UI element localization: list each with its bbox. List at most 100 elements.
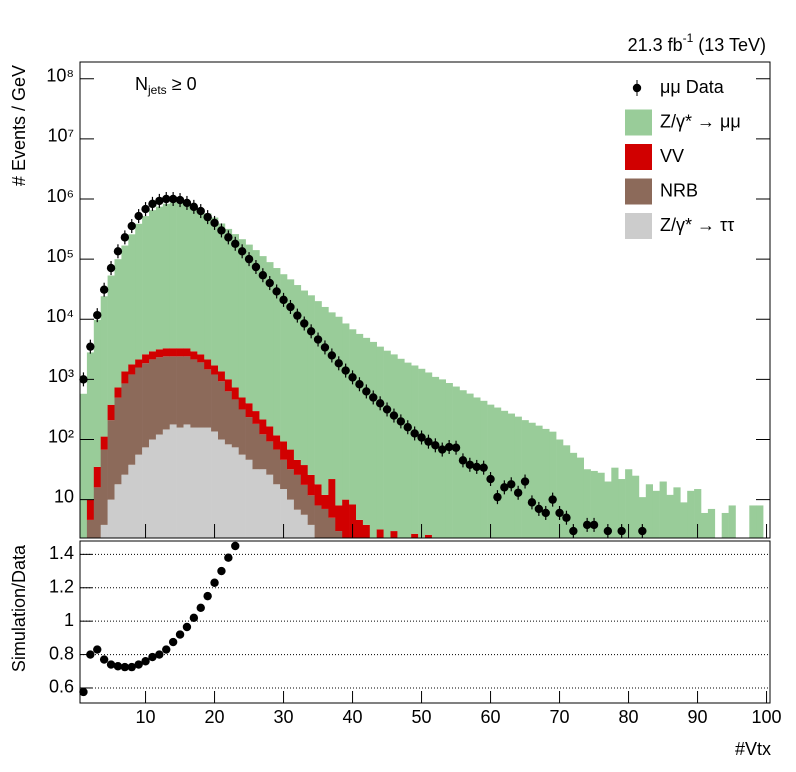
- data-point: [320, 343, 330, 352]
- bar: [211, 431, 219, 538]
- bar: [328, 517, 336, 538]
- data-point: [231, 239, 240, 248]
- bar: [252, 469, 260, 538]
- data-point: [168, 194, 178, 204]
- y-tick-label: 0.6: [49, 677, 74, 697]
- bar: [218, 223, 226, 372]
- x-tick-label: 30: [274, 707, 294, 727]
- bar: [155, 206, 164, 350]
- bar: [307, 295, 315, 475]
- bar: [238, 409, 246, 455]
- lumi-energy: (13 TeV): [693, 35, 766, 55]
- bar: [162, 429, 170, 538]
- bar: [266, 426, 274, 442]
- bar: [128, 364, 136, 375]
- bar: [383, 350, 391, 538]
- ratio-point: [189, 613, 199, 623]
- data-point: [520, 477, 530, 486]
- data-point: [210, 218, 219, 228]
- bar: [604, 481, 612, 538]
- bar: [149, 351, 157, 360]
- bar: [287, 449, 295, 470]
- bar: [321, 306, 329, 495]
- y-tick-label: 1: [64, 610, 74, 630]
- y-tick-label: 10⁷: [47, 126, 74, 146]
- bar: [583, 469, 591, 538]
- bar: [100, 449, 108, 525]
- bar: [625, 469, 633, 538]
- bar: [155, 357, 164, 435]
- data-point: [479, 463, 488, 472]
- bar: [100, 436, 108, 450]
- y-tick-label: 10⁶: [47, 186, 74, 206]
- data-point: [486, 474, 495, 484]
- y-tick-label: 10⁵: [47, 246, 74, 266]
- legend-swatch: [625, 178, 652, 205]
- bar: [162, 203, 170, 349]
- bar: [314, 484, 322, 506]
- ratio-point: [175, 630, 185, 639]
- bar: [335, 505, 343, 532]
- data-point: [86, 342, 95, 351]
- data-point: [369, 393, 378, 402]
- y-tick-label: 10³: [48, 366, 74, 386]
- data-point: [465, 460, 475, 469]
- bar: [231, 387, 239, 400]
- bar: [86, 519, 95, 538]
- data-point: [244, 254, 254, 264]
- y-tick-label: 0.8: [49, 643, 74, 663]
- bar: [176, 202, 184, 349]
- bar: [218, 371, 226, 382]
- ratio-point: [155, 650, 164, 659]
- bar: [135, 359, 143, 368]
- ratio-point: [99, 655, 109, 664]
- data-point: [513, 488, 523, 497]
- data-point: [507, 480, 516, 489]
- data-point: [603, 526, 613, 536]
- bar: [418, 368, 426, 538]
- bar: [169, 356, 177, 425]
- bar: [728, 505, 736, 538]
- bar: [514, 416, 522, 538]
- y-tick-label: 1.2: [49, 577, 74, 597]
- data-point: [93, 310, 102, 320]
- bar: [197, 362, 205, 428]
- data-point: [203, 212, 212, 222]
- data-point: [403, 423, 412, 432]
- ratio-point: [134, 660, 143, 669]
- bar: [721, 512, 729, 538]
- data-point: [106, 263, 116, 273]
- lumi-label: 21.3 fb-1 (13 TeV): [628, 31, 766, 55]
- data-point: [382, 405, 392, 414]
- legend-label: VV: [660, 146, 684, 166]
- bar: [231, 399, 239, 448]
- bar: [211, 374, 219, 432]
- bar: [528, 422, 536, 538]
- bar: [273, 435, 281, 450]
- bar: [107, 499, 115, 538]
- ratio-point: [106, 660, 116, 669]
- bar: [411, 533, 419, 538]
- data-point: [548, 495, 557, 504]
- ratio-point: [196, 603, 205, 613]
- bar: [556, 439, 564, 538]
- bar: [190, 359, 198, 428]
- data-point: [555, 508, 564, 518]
- frame: [79, 540, 771, 704]
- data-point: [410, 429, 419, 438]
- bar: [259, 419, 267, 435]
- bar: [314, 301, 322, 485]
- bar: [93, 487, 101, 538]
- data-point: [389, 411, 399, 420]
- bar: [694, 489, 702, 538]
- data-point: [182, 198, 192, 208]
- bar: [300, 465, 308, 485]
- data-point: [313, 335, 323, 344]
- data-point: [99, 285, 109, 294]
- bar: [245, 417, 253, 460]
- bar: [114, 484, 122, 538]
- ratio-point: [217, 566, 226, 576]
- bar: [245, 244, 253, 404]
- legend-swatch: [625, 213, 652, 239]
- data-point: [300, 319, 309, 328]
